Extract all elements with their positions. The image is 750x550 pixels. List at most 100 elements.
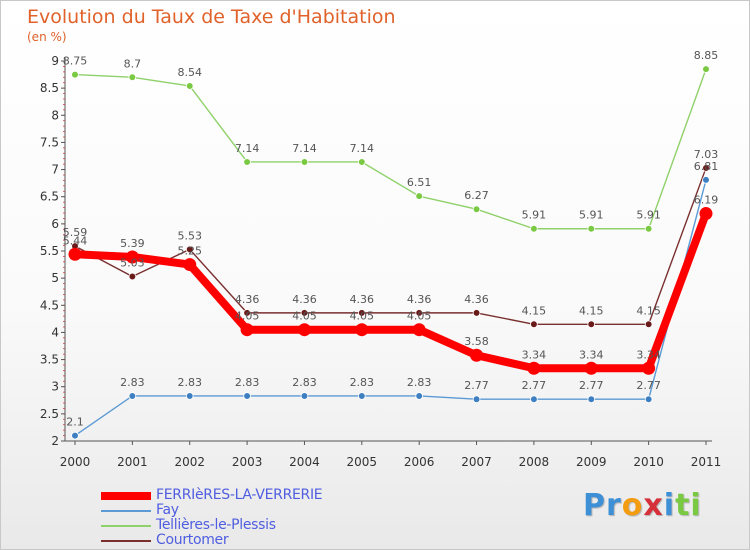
data-point	[644, 224, 653, 233]
data-label: 2.77	[579, 379, 604, 392]
data-label: 6.27	[464, 189, 489, 202]
data-label: 5.25	[177, 245, 202, 258]
series-fay	[71, 176, 710, 440]
data-point	[530, 320, 538, 329]
data-point	[702, 176, 710, 184]
y-tick-label: 2.5	[40, 407, 59, 421]
data-label: 3.34	[522, 348, 547, 361]
legend-swatch	[101, 492, 151, 500]
y-tick-label: 3	[51, 380, 59, 394]
y-tick-label: 8	[51, 108, 59, 122]
x-tick-label: 2000	[60, 455, 91, 469]
series-courtomer	[71, 164, 710, 329]
data-point	[642, 361, 656, 375]
series-line	[74, 179, 707, 437]
data-point	[68, 247, 82, 261]
data-label: 2.83	[350, 376, 375, 389]
x-tick-label: 2003	[232, 455, 263, 469]
data-label: 5.53	[177, 229, 202, 242]
data-label: 4.05	[350, 310, 375, 323]
data-point	[128, 73, 137, 82]
data-label: 2.83	[292, 376, 317, 389]
series-line	[74, 68, 707, 230]
data-point	[530, 224, 538, 233]
data-point	[128, 392, 137, 400]
y-tick-label: 6.5	[40, 190, 59, 204]
data-label: 2.83	[120, 376, 145, 389]
data-label: 3.34	[579, 348, 604, 361]
data-point	[300, 392, 309, 400]
series-line	[74, 167, 707, 325]
data-point	[472, 395, 481, 404]
data-label: 3.34	[636, 348, 661, 361]
x-tick-label: 2010	[633, 455, 664, 469]
data-point	[587, 320, 596, 329]
data-label: 7.14	[350, 142, 375, 155]
logo-letter: i	[690, 488, 702, 523]
data-label: 2.77	[464, 379, 489, 392]
data-point	[358, 309, 366, 317]
data-label: 4.15	[579, 304, 604, 317]
x-tick-label: 2006	[404, 455, 435, 469]
data-label: 8.85	[694, 49, 719, 62]
logo-letter: i	[663, 488, 676, 523]
logo-letter: x	[643, 488, 664, 523]
x-tick-label: 2009	[576, 455, 607, 469]
y-tick-label: 4.5	[40, 298, 59, 312]
legend-swatch	[101, 540, 151, 542]
data-point	[527, 361, 541, 375]
logo-letter: r	[606, 488, 622, 523]
legend-swatch	[101, 510, 151, 512]
data-point	[412, 323, 426, 337]
series-layer	[68, 65, 713, 440]
x-tick-label: 2002	[174, 455, 205, 469]
data-point	[297, 323, 311, 337]
logo-letter: o	[621, 488, 644, 523]
data-label: 4.05	[407, 310, 432, 323]
data-point	[587, 395, 596, 404]
legend-label: Fay	[156, 502, 179, 518]
series-ferri-res-la-verrerie	[68, 207, 713, 375]
data-label: 6.19	[694, 194, 719, 207]
data-label: 2.77	[522, 379, 547, 392]
data-label: 5.59	[63, 226, 88, 239]
data-label: 3.58	[464, 335, 489, 348]
data-label: 4.05	[235, 310, 260, 323]
data-label: 5.03	[120, 257, 145, 270]
data-point	[702, 164, 710, 172]
data-point	[243, 392, 251, 400]
data-point	[183, 258, 197, 272]
data-label: 5.91	[636, 209, 661, 222]
x-tick-label: 2008	[519, 455, 550, 469]
data-point	[415, 309, 423, 317]
y-tick-label: 7	[51, 163, 59, 177]
data-point	[71, 431, 79, 440]
data-label: 5.91	[522, 209, 547, 222]
data-point	[300, 158, 309, 166]
data-point	[587, 224, 596, 233]
data-point	[358, 392, 366, 400]
legend-label: Courtomer	[156, 532, 229, 548]
data-point	[185, 392, 194, 400]
data-point	[530, 395, 538, 404]
data-point	[185, 245, 194, 254]
legend-swatch	[101, 525, 151, 527]
data-point	[584, 361, 598, 375]
data-point	[644, 320, 653, 329]
data-label: 5.44	[63, 234, 88, 247]
data-label: 6.81	[694, 160, 719, 173]
data-label: 5.39	[120, 237, 145, 250]
data-label: 2.83	[177, 376, 202, 389]
data-point	[472, 309, 481, 317]
y-tick-label: 5	[51, 271, 59, 285]
y-tick-label: 5.5	[40, 244, 59, 258]
data-label: 8.54	[177, 66, 202, 79]
x-tick-label: 2004	[289, 455, 320, 469]
data-label: 4.36	[407, 293, 432, 306]
x-tick-label: 2001	[117, 455, 148, 469]
logo-letter: t	[675, 488, 691, 523]
data-label: 2.83	[235, 376, 260, 389]
data-label: 4.36	[350, 293, 375, 306]
data-label: 7.14	[235, 142, 260, 155]
